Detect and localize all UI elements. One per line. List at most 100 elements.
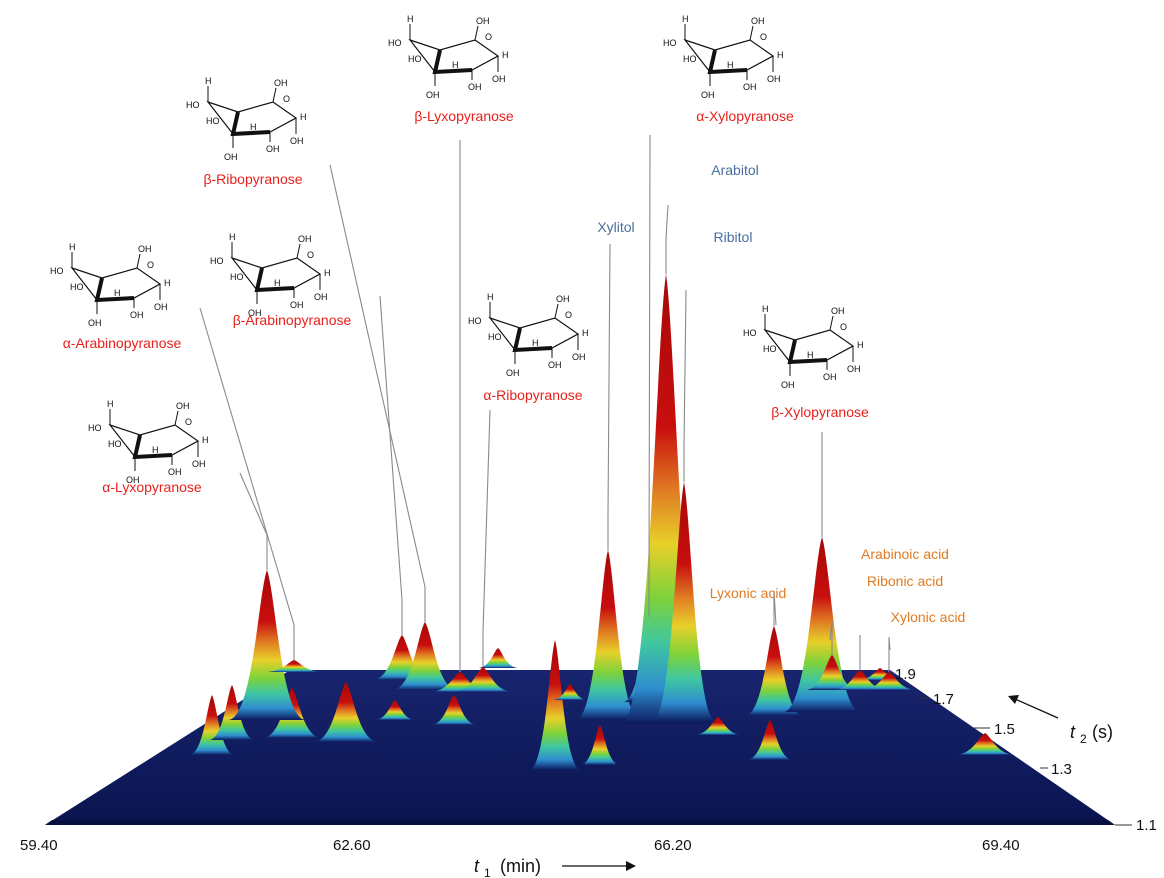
label-ribitol: Ribitol [714, 229, 753, 245]
leader-arabinopyranose [379, 295, 403, 635]
atom-label-4: H [202, 435, 209, 445]
atom-label-8: HO [230, 272, 244, 282]
atom-label-9: H [532, 338, 539, 348]
peak-arabitol [621, 274, 711, 724]
label-ribonic-acid: Ribonic acid [867, 573, 943, 589]
t2-unit: (s) [1092, 722, 1113, 742]
label-ribopyranose: β-Ribopyranose [203, 171, 302, 187]
atom-label-1: HO [50, 266, 64, 276]
peak-xylopyranose [783, 537, 861, 712]
label-ribopyranose: α-Ribopyranose [483, 387, 582, 403]
atom-label-9: H [114, 288, 121, 298]
atom-label-9: H [452, 60, 459, 70]
atom-label-0: H [407, 14, 414, 24]
leader-ribopyranose [329, 164, 426, 622]
minor-peak-1 [209, 685, 255, 740]
label-xylopyranose: α-Xylopyranose [696, 108, 794, 124]
atom-label-5: OH [154, 302, 168, 312]
atom-label-8: HO [763, 344, 777, 354]
atom-label-0: H [229, 232, 236, 242]
peak-lyxonic-acid [745, 626, 803, 716]
t2-tick-1: 1.3 [1051, 761, 1072, 778]
atom-label-7: OH [130, 310, 144, 320]
t2-symbol: t [1070, 722, 1076, 742]
atom-label-3: O [283, 94, 290, 104]
atom-label-0: H [107, 399, 114, 409]
label-xylonic-acid: Xylonic acid [891, 609, 966, 625]
leader-lyxonic-acid [773, 590, 777, 626]
leader-ribopyranose [482, 409, 491, 667]
t1-axis-title: t 1 (min) [474, 856, 636, 878]
t2-tick-4: 1.9 [895, 666, 916, 683]
atom-label-6: OH [88, 318, 102, 328]
atom-label-7: OH [823, 372, 837, 382]
atom-label-9: H [727, 60, 734, 70]
atom-label-1: HO [468, 316, 482, 326]
leader-xylopyranose [648, 134, 651, 617]
t1-tick-3: 69.40 [982, 837, 1020, 854]
atom-label-0: H [762, 304, 769, 314]
atom-label-8: HO [70, 282, 84, 292]
atom-label-8: HO [206, 116, 220, 126]
peak-lyxopyranose [228, 570, 306, 720]
label-arabinopyranose: β-Arabinopyranose [233, 312, 352, 328]
atom-label-7: OH [290, 300, 304, 310]
peaks [228, 274, 915, 724]
atom-label-9: H [807, 350, 814, 360]
atom-label-5: OH [847, 364, 861, 374]
atom-label-5: OH [314, 292, 328, 302]
atom-label-2: OH [298, 234, 312, 244]
t1-arrowhead [626, 861, 636, 871]
t1-symbol: t [474, 856, 480, 876]
atom-label-8: HO [488, 332, 502, 342]
atom-label-7: OH [548, 360, 562, 370]
leader-xylonic-acid [888, 636, 891, 672]
minor-peak-11 [695, 717, 741, 735]
atom-label-1: HO [186, 100, 200, 110]
label-arabinoic-acid: Arabinoic acid [861, 546, 949, 562]
t2-axis-title: t 2 (s) [1008, 695, 1113, 746]
atom-label-4: H [582, 328, 589, 338]
t2-arrow-line [1014, 698, 1059, 719]
t1-subscript: 1 [484, 866, 491, 878]
peak-ribopyranose [454, 667, 512, 692]
peak-xylonic-acid [863, 672, 915, 690]
leader-arabinoic-acid [829, 619, 833, 655]
atom-label-6: OH [126, 475, 140, 485]
atom-label-0: H [205, 76, 212, 86]
atom-label-2: OH [751, 16, 765, 26]
atom-label-2: OH [274, 78, 288, 88]
label-lyxopyranose: α-Lyxopyranose [102, 479, 202, 495]
atom-label-0: H [682, 14, 689, 24]
atom-label-7: OH [468, 82, 482, 92]
atom-label-1: HO [663, 38, 677, 48]
atom-label-2: OH [176, 401, 190, 411]
minor-peak-9 [747, 720, 793, 760]
atom-label-4: H [777, 50, 784, 60]
minor-peak-3 [314, 682, 378, 742]
minor-peak-7 [478, 648, 518, 668]
peak-ribitol [652, 482, 716, 722]
t2-tick-0: 1.1 [1136, 817, 1157, 834]
peak-ribonic-acid [834, 670, 886, 690]
atom-label-9: H [250, 122, 257, 132]
atom-label-4: H [857, 340, 864, 350]
atom-label-6: OH [701, 90, 715, 100]
label-arabinopyranose: α-Arabinopyranose [63, 335, 182, 351]
atom-label-3: O [840, 322, 847, 332]
atom-label-3: O [760, 32, 767, 42]
minor-peak-5 [580, 725, 620, 765]
atom-label-6: OH [248, 308, 262, 318]
atom-label-0: H [69, 242, 76, 252]
label-xylopyranose: β-Xylopyranose [771, 404, 869, 420]
atom-label-8: HO [408, 54, 422, 64]
t1-unit: (min) [500, 856, 541, 876]
atom-label-7: OH [168, 467, 182, 477]
leader-arabinopyranose [199, 307, 295, 660]
atom-label-6: OH [224, 152, 238, 162]
minor-peak-4 [529, 640, 581, 770]
